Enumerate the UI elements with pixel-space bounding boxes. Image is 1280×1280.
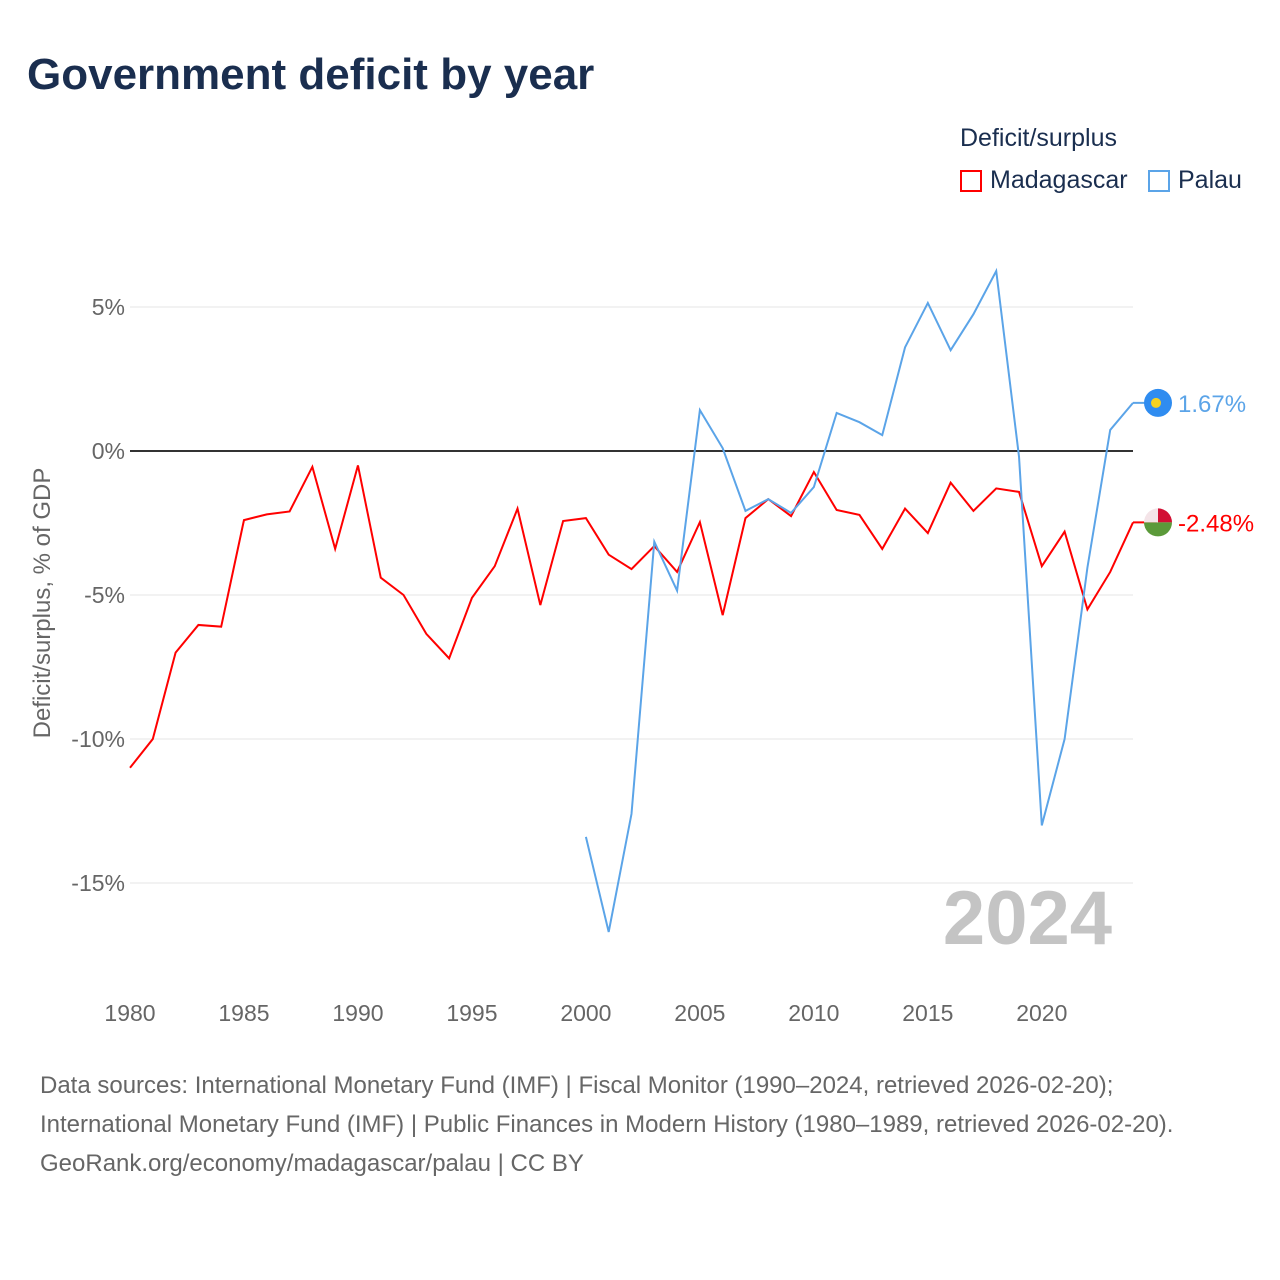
end-value-label: 1.67% [1178, 391, 1246, 418]
page-title: Government deficit by year [27, 50, 595, 99]
legend-item-palau[interactable]: Palau [1148, 166, 1242, 195]
legend-title: Deficit/surplus [960, 124, 1117, 152]
legend-label: Madagascar [990, 166, 1128, 194]
series-line-madagascar [129, 464, 1134, 769]
line-chart: 5% 0% -5% -10% -15% 1980 1985 1990 1995 2000 2005 2… [29, 267, 1254, 1026]
y-tick-label: 5% [92, 294, 125, 320]
end-value-label: -2.48% [1178, 510, 1254, 537]
year-watermark: 2024 [943, 876, 1112, 961]
attribution-link[interactable]: GeoRank.org/economy/madagascar/palau | C… [40, 1150, 584, 1177]
legend-swatch-madagascar [960, 169, 982, 192]
x-tick-label: 1985 [218, 1000, 269, 1026]
y-axis-label: Deficit/surplus, % of GDP [29, 468, 56, 739]
x-tick-label: 2000 [560, 1000, 611, 1026]
x-tick-label: 1995 [446, 1000, 497, 1026]
legend-item-madagascar[interactable]: Madagascar [960, 166, 1128, 195]
x-tick-label: 1980 [104, 1000, 155, 1026]
madagascar-flag-icon [1158, 508, 1172, 523]
y-tick-label: -5% [84, 582, 125, 608]
legend-label: Palau [1178, 166, 1242, 194]
series-line-palau [584, 267, 1134, 933]
y-tick-label: 0% [92, 438, 125, 464]
y-tick-label: -10% [71, 726, 125, 752]
x-tick-label: 2010 [788, 1000, 839, 1026]
y-tick-label: -15% [71, 870, 125, 896]
sources-text: Data sources: International Monetary Fun… [40, 1072, 1174, 1138]
data-sources: Data sources: International Monetary Fun… [40, 1066, 1250, 1183]
madagascar-flag-green [1144, 522, 1172, 537]
madagascar-flag-white [1144, 508, 1158, 523]
x-tick-label: 2020 [1016, 1000, 1067, 1026]
legend-swatch-palau [1148, 169, 1170, 192]
x-tick-label: 1990 [332, 1000, 383, 1026]
x-tick-label: 2015 [902, 1000, 953, 1026]
x-tick-label: 2005 [674, 1000, 725, 1026]
palau-flag-moon [1151, 397, 1161, 408]
